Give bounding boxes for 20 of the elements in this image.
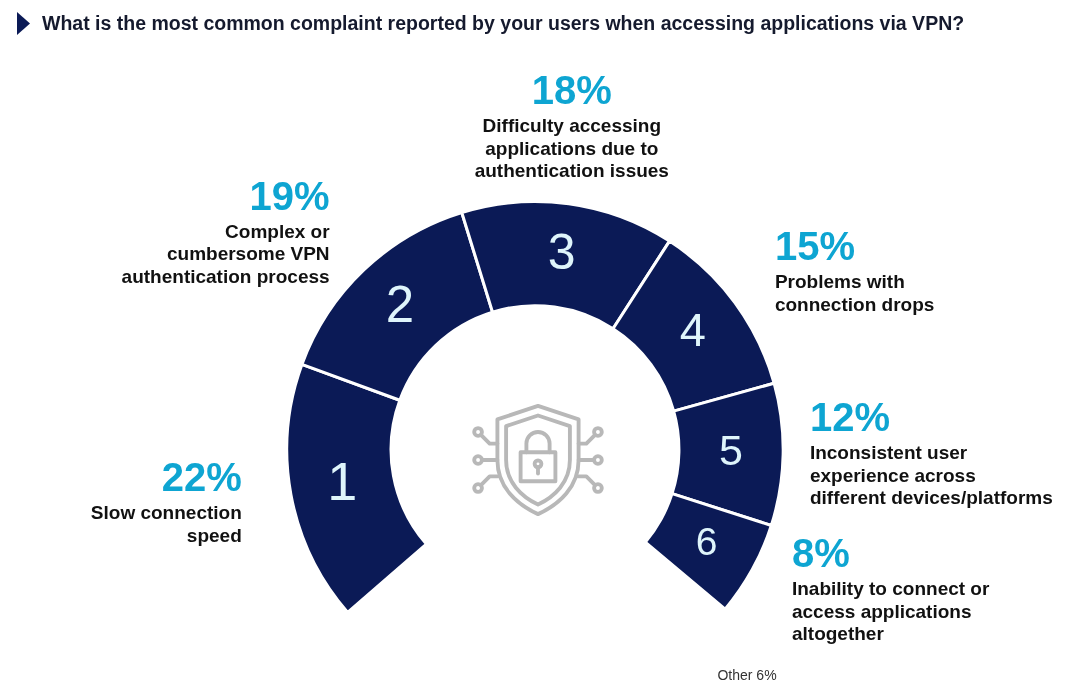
text: 3 (547, 224, 576, 281)
slice-label: Inability to connect or access applications altogether (791, 578, 990, 645)
slice-label: Complex or cumbersome VPN authentication process (121, 220, 331, 287)
data-label: 18% (531, 68, 612, 113)
slice-label: Problems with connection drops (774, 271, 935, 315)
data-label: 12% (809, 395, 890, 440)
data-label: 22% (161, 455, 242, 500)
slice-label: Inconsistent user experience across different devices/platforms (809, 442, 1053, 509)
text: 1 (327, 451, 358, 512)
slice-label: Difficulty accessing applications due to authentication issues (474, 115, 669, 182)
text: 2 (385, 275, 415, 333)
slice-label: Slow connection speed (90, 502, 242, 546)
data-label: 19% (249, 173, 330, 218)
text: Other 6% (717, 667, 777, 683)
chart-title: What is the most common complaint reported by your users when accessing applications via VPN? (42, 12, 965, 35)
text: 4 (679, 303, 706, 357)
data-label: 8% (791, 531, 850, 576)
data-label: 15% (774, 224, 855, 269)
text: 6 (695, 520, 718, 564)
text: 5 (719, 426, 743, 475)
